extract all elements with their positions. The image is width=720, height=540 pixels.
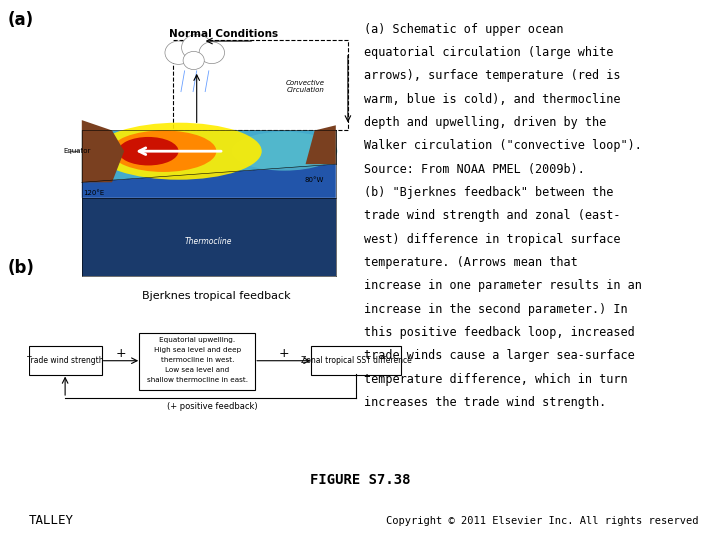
Polygon shape (82, 120, 124, 183)
Polygon shape (82, 131, 336, 183)
FancyBboxPatch shape (29, 346, 102, 375)
Text: Low sea level and: Low sea level and (165, 367, 230, 373)
Text: temperature difference, which in turn: temperature difference, which in turn (364, 373, 627, 386)
Ellipse shape (95, 123, 262, 180)
Text: equatorial circulation (large white: equatorial circulation (large white (364, 46, 613, 59)
Text: trade winds cause a larger sea-surface: trade winds cause a larger sea-surface (364, 349, 634, 362)
Text: west) difference in tropical surface: west) difference in tropical surface (364, 233, 620, 246)
Text: Normal Conditions: Normal Conditions (169, 29, 279, 39)
Text: Copyright © 2011 Elsevier Inc. All rights reserved: Copyright © 2011 Elsevier Inc. All right… (386, 516, 698, 526)
Text: increase in the second parameter.) In: increase in the second parameter.) In (364, 302, 627, 315)
Circle shape (199, 42, 225, 64)
Text: Bjerknes tropical feedback: Bjerknes tropical feedback (142, 291, 290, 301)
Text: Thermocline: Thermocline (185, 238, 233, 246)
Polygon shape (82, 164, 336, 198)
FancyBboxPatch shape (139, 333, 256, 390)
Text: (b) "Bjerknes feedback" between the: (b) "Bjerknes feedback" between the (364, 186, 613, 199)
Text: (a): (a) (7, 11, 33, 29)
Text: (a) Schematic of upper ocean: (a) Schematic of upper ocean (364, 23, 563, 36)
Text: increase in one parameter results in an: increase in one parameter results in an (364, 279, 642, 292)
Text: +: + (279, 347, 289, 360)
Text: arrows), surface temperature (red is: arrows), surface temperature (red is (364, 69, 620, 82)
Text: 120°E: 120°E (84, 190, 104, 196)
Text: Walker circulation ("convective loop").: Walker circulation ("convective loop"). (364, 139, 642, 152)
Ellipse shape (111, 131, 216, 172)
Text: FIGURE S7.38: FIGURE S7.38 (310, 472, 410, 487)
Text: Convective
Circulation: Convective Circulation (286, 80, 325, 93)
Text: warm, blue is cold), and thermocline: warm, blue is cold), and thermocline (364, 93, 620, 106)
Circle shape (165, 41, 192, 64)
Ellipse shape (118, 137, 179, 165)
Circle shape (181, 35, 212, 60)
Text: Source: From NOAA PMEL (2009b).: Source: From NOAA PMEL (2009b). (364, 163, 585, 176)
Text: (b): (b) (7, 259, 34, 277)
Text: depth and upwelling, driven by the: depth and upwelling, driven by the (364, 116, 606, 129)
Text: trade wind strength and zonal (east-: trade wind strength and zonal (east- (364, 210, 620, 222)
Text: (+ positive feedback): (+ positive feedback) (167, 402, 258, 410)
Text: High sea level and deep: High sea level and deep (153, 347, 241, 353)
Text: 80°W: 80°W (305, 177, 324, 183)
Text: temperature. (Arrows mean that: temperature. (Arrows mean that (364, 256, 577, 269)
Text: increases the trade wind strength.: increases the trade wind strength. (364, 396, 606, 409)
Ellipse shape (232, 132, 337, 171)
Circle shape (183, 51, 204, 70)
Text: +: + (116, 347, 126, 360)
Text: this positive feedback loop, increased: this positive feedback loop, increased (364, 326, 634, 339)
Text: Equatorial upwelling.: Equatorial upwelling. (159, 336, 235, 343)
Polygon shape (305, 125, 336, 164)
Text: Equator: Equator (63, 148, 91, 154)
FancyBboxPatch shape (312, 346, 401, 375)
Text: Trade wind strength: Trade wind strength (27, 356, 104, 365)
Text: shallow thermocline in east.: shallow thermocline in east. (147, 377, 248, 383)
Text: Zonal tropical SST difference: Zonal tropical SST difference (301, 356, 412, 365)
Polygon shape (82, 198, 336, 275)
Text: thermocline in west.: thermocline in west. (161, 357, 234, 363)
Text: TALLEY: TALLEY (29, 515, 73, 528)
